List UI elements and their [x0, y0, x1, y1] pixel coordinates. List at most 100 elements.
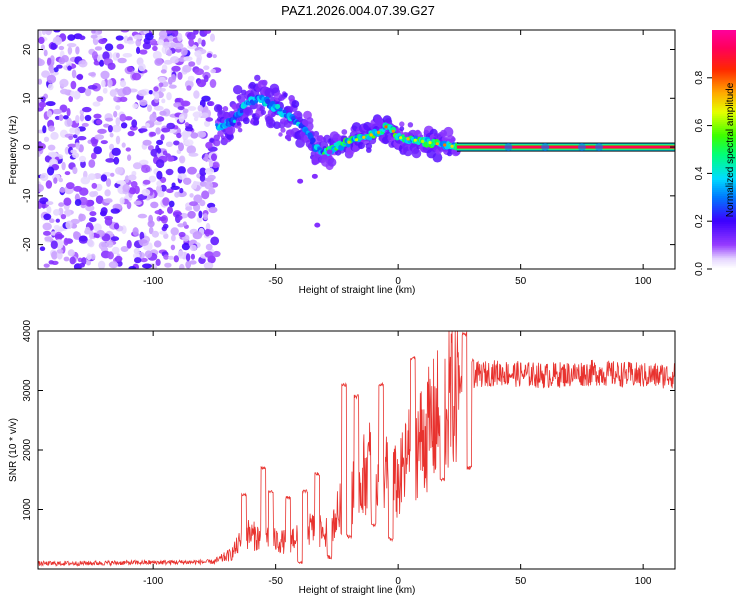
colorbar-step — [712, 30, 736, 33]
colorbar-step — [712, 239, 736, 242]
colorbar-step — [712, 95, 736, 99]
noise-blob — [184, 126, 194, 132]
stable-line-core — [456, 145, 675, 149]
colorbar-step — [712, 37, 736, 41]
noise-blob — [63, 256, 70, 262]
noise-blob — [196, 57, 202, 66]
noise-blob — [91, 51, 98, 60]
colorbar-step — [712, 55, 736, 59]
snr-x-label: Height of straight line (km) — [299, 585, 416, 596]
noise-blob — [170, 56, 180, 64]
noise-blob — [71, 69, 77, 79]
noise-blob — [104, 43, 114, 51]
noise-blob — [210, 236, 220, 246]
noise-blob — [115, 135, 121, 145]
scatter-blob — [284, 134, 291, 140]
noise-blob — [94, 46, 103, 51]
noise-blob — [156, 139, 164, 146]
noise-blob — [107, 79, 113, 88]
noise-blob — [81, 122, 89, 127]
colorbar-step — [712, 167, 736, 171]
noise-blob — [181, 242, 190, 251]
colorbar-step — [712, 139, 736, 143]
colorbar-step — [712, 47, 736, 51]
noise-blob — [109, 89, 117, 97]
noise-blob — [47, 166, 55, 176]
noise-blob — [89, 217, 97, 223]
colorbar-step — [712, 177, 736, 180]
noise-blob — [179, 155, 186, 164]
noise-blob — [128, 266, 137, 269]
noise-blob — [166, 30, 173, 35]
track-peak — [435, 142, 439, 146]
colorbar-step — [712, 59, 736, 63]
noise-blob — [110, 172, 115, 177]
colorbar-step — [712, 263, 736, 266]
noise-blob — [210, 68, 216, 74]
colorbar-step — [712, 67, 736, 71]
noise-blob — [78, 155, 87, 163]
noise-blob — [95, 195, 104, 204]
track-halo — [237, 127, 243, 133]
noise-blob — [42, 125, 47, 134]
noise-blob — [170, 227, 179, 236]
noise-blob — [197, 37, 202, 45]
noise-blob — [73, 231, 80, 239]
track-halo — [256, 88, 261, 93]
track-halo — [432, 152, 443, 163]
snr-y-tick-label: 3000 — [22, 379, 33, 402]
colorbar-step — [712, 197, 736, 200]
noise-blob — [126, 201, 132, 210]
track-halo — [283, 92, 288, 98]
noise-blob — [199, 199, 206, 207]
colorbar-step — [712, 147, 736, 151]
noise-blob — [46, 74, 57, 84]
noise-blob — [153, 105, 164, 111]
track-core — [232, 119, 237, 123]
colorbar-step — [712, 221, 736, 224]
track-halo — [217, 130, 224, 137]
noise-blob — [55, 218, 60, 223]
noise-blob — [115, 105, 121, 111]
noise-blob — [113, 110, 118, 118]
noise-blob — [188, 61, 196, 67]
snr-x-tick-label: 100 — [635, 576, 652, 587]
noise-blob — [110, 236, 120, 242]
noise-blob — [59, 187, 66, 193]
noise-blob — [211, 162, 219, 169]
noise-blob — [84, 226, 91, 235]
stable-line-bulge — [595, 143, 604, 152]
noise-blob — [91, 30, 96, 34]
colorbar-step — [712, 267, 736, 270]
noise-blob — [142, 263, 152, 269]
colorbar-step — [712, 71, 736, 75]
noise-blob — [52, 36, 63, 46]
noise-blob — [192, 231, 203, 240]
colorbar-step — [712, 153, 736, 157]
noise-blob — [59, 78, 69, 88]
noise-blob — [155, 258, 161, 266]
noise-blob — [87, 239, 94, 247]
noise-blob — [139, 257, 148, 263]
track-halo — [399, 121, 405, 127]
track-halo — [225, 124, 236, 135]
colorbar-step — [712, 61, 736, 65]
noise-blob — [111, 124, 122, 133]
noise-blob — [134, 257, 142, 264]
spectrogram-y-label: Frequency (Hz) — [8, 116, 19, 185]
noise-blob — [50, 42, 57, 50]
noise-blob — [91, 182, 98, 189]
noise-blob — [108, 261, 119, 269]
noise-blob — [98, 241, 108, 250]
noise-blob — [63, 115, 69, 120]
noise-blob — [196, 79, 207, 88]
noise-blob — [168, 255, 174, 260]
track-peak — [354, 138, 359, 142]
noise-blob — [74, 127, 81, 136]
track-peak — [443, 143, 447, 147]
track-halo — [407, 122, 414, 128]
colorbar-step — [712, 155, 736, 159]
noise-blob — [86, 260, 91, 266]
track-halo — [365, 142, 373, 150]
colorbar-step — [712, 105, 736, 109]
